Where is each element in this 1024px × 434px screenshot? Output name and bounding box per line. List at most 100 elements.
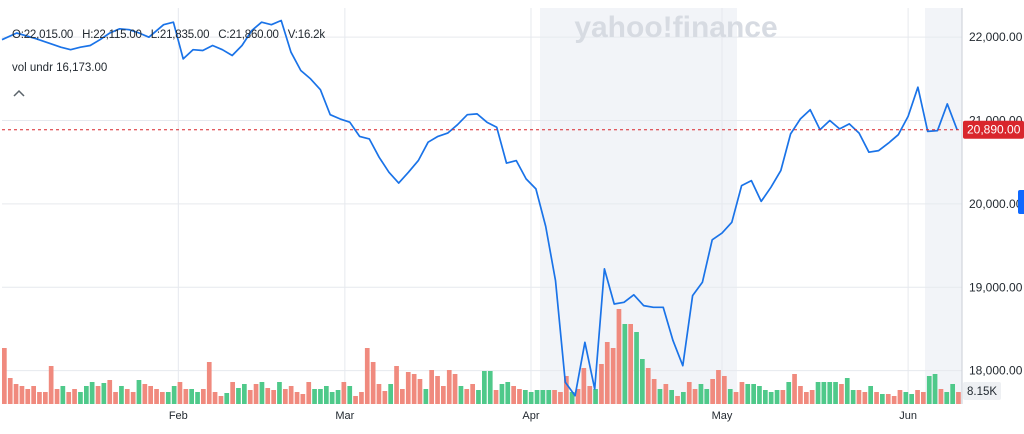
volume-bar xyxy=(552,390,557,404)
volume-bar xyxy=(651,379,657,404)
drawer-tab-button[interactable] xyxy=(1018,190,1024,214)
volume-last-label: 8.15K xyxy=(967,386,997,398)
volume-bar xyxy=(201,389,206,404)
volume-bar xyxy=(874,392,879,404)
volume-bar xyxy=(341,382,347,404)
volume-bar xyxy=(763,390,768,404)
price-tick-label: 20,000.00 xyxy=(969,197,1023,211)
volume-bar xyxy=(271,390,276,404)
volume-bar xyxy=(13,384,19,404)
volume-bar xyxy=(891,396,897,404)
volume-bar xyxy=(616,309,622,404)
price-tick-label: 22,000.00 xyxy=(969,30,1023,44)
volume-bar xyxy=(768,392,774,404)
volume-bar xyxy=(540,390,546,404)
volume-bar xyxy=(60,386,66,404)
volume-bar xyxy=(206,362,212,404)
volume-bar xyxy=(640,359,645,404)
volume-bar xyxy=(318,389,323,404)
volume-bar xyxy=(528,392,534,404)
volume-bar xyxy=(505,382,511,404)
chevron-up-icon[interactable] xyxy=(13,88,27,98)
volume-bar xyxy=(880,394,885,404)
volume-bar xyxy=(850,390,856,404)
volume-bar xyxy=(376,384,382,404)
volume-bar xyxy=(915,390,920,404)
volume-bar xyxy=(288,386,294,404)
volume-bar xyxy=(441,386,446,404)
volume-bar xyxy=(464,389,470,404)
volume-bar xyxy=(839,384,844,404)
volume-bar xyxy=(142,384,148,404)
last-price-badges: 20,890.00 8.15K xyxy=(963,120,1024,400)
volume-bar xyxy=(43,392,48,404)
yahoo-finance-watermark: yahoo!finance xyxy=(574,11,777,44)
volume-bar xyxy=(722,376,727,404)
volume-bar xyxy=(821,382,827,404)
volume-bar xyxy=(745,384,751,404)
volume-bar xyxy=(417,379,423,404)
volume-bar xyxy=(622,324,628,404)
volume-bar xyxy=(482,371,487,404)
volume-bar xyxy=(657,389,663,404)
volume-bar xyxy=(230,382,235,404)
volume-bar xyxy=(335,390,341,404)
volume-bar xyxy=(312,389,317,404)
volume-bar xyxy=(950,384,955,404)
volume-bar xyxy=(517,389,522,404)
volume-bar xyxy=(645,368,651,404)
volume-bar xyxy=(487,371,493,404)
volume-bar xyxy=(165,392,171,404)
volume-bar xyxy=(171,386,177,404)
volume-bar xyxy=(558,392,563,404)
volume-bar xyxy=(48,366,54,404)
volume-bar xyxy=(903,392,909,404)
volume-bar xyxy=(405,372,411,404)
volume-bar xyxy=(130,392,136,404)
time-tick-label: Apr xyxy=(522,410,539,422)
volume-bar xyxy=(107,380,113,404)
volume-bar xyxy=(400,389,405,404)
volume-bar xyxy=(792,374,797,404)
volume-bar xyxy=(324,386,329,404)
price-line-group xyxy=(1,19,962,397)
volume-legend-value: 16,173.00 xyxy=(56,62,108,74)
volume-bar xyxy=(2,348,7,404)
volume-bar xyxy=(119,386,124,404)
volume-bar xyxy=(599,364,604,404)
volume-bar xyxy=(809,390,815,404)
volume-bar xyxy=(54,389,60,404)
volume-bar xyxy=(909,394,914,404)
volume-bar xyxy=(815,382,821,404)
volume-bar xyxy=(183,389,189,404)
volume-bar xyxy=(493,390,499,404)
volume-bar xyxy=(698,384,704,404)
time-axis[interactable]: Feb Mar Apr May Jun xyxy=(169,410,917,422)
price-tick-label: 18,000.00 xyxy=(969,364,1023,378)
price-axis[interactable]: 22,000.0021,000.0020,000.0019,000.0018,0… xyxy=(969,30,1023,377)
volume-bar xyxy=(364,348,370,404)
volume-bar xyxy=(610,348,616,404)
volume-bar xyxy=(575,389,581,404)
volume-bar xyxy=(423,389,429,404)
volume-bar xyxy=(300,394,306,404)
volume-bar xyxy=(476,390,481,404)
volume-bar xyxy=(382,391,388,404)
volume-bar xyxy=(89,382,95,404)
volume-bar xyxy=(827,382,833,404)
volume-bar xyxy=(663,384,669,404)
volume-bar xyxy=(686,382,692,404)
volume-legend-label: vol undr xyxy=(12,62,53,74)
volume-bar xyxy=(587,386,593,404)
volume-bar xyxy=(25,389,31,404)
volume-bar xyxy=(926,376,932,404)
price-tick-label: 19,000.00 xyxy=(969,280,1023,294)
volume-bar xyxy=(593,389,598,404)
volume-bar xyxy=(534,390,540,404)
volume-bar xyxy=(704,389,710,404)
close-value: C:21,860.00 xyxy=(218,29,279,41)
volume-bar xyxy=(19,386,25,404)
volume-bar xyxy=(780,390,786,404)
